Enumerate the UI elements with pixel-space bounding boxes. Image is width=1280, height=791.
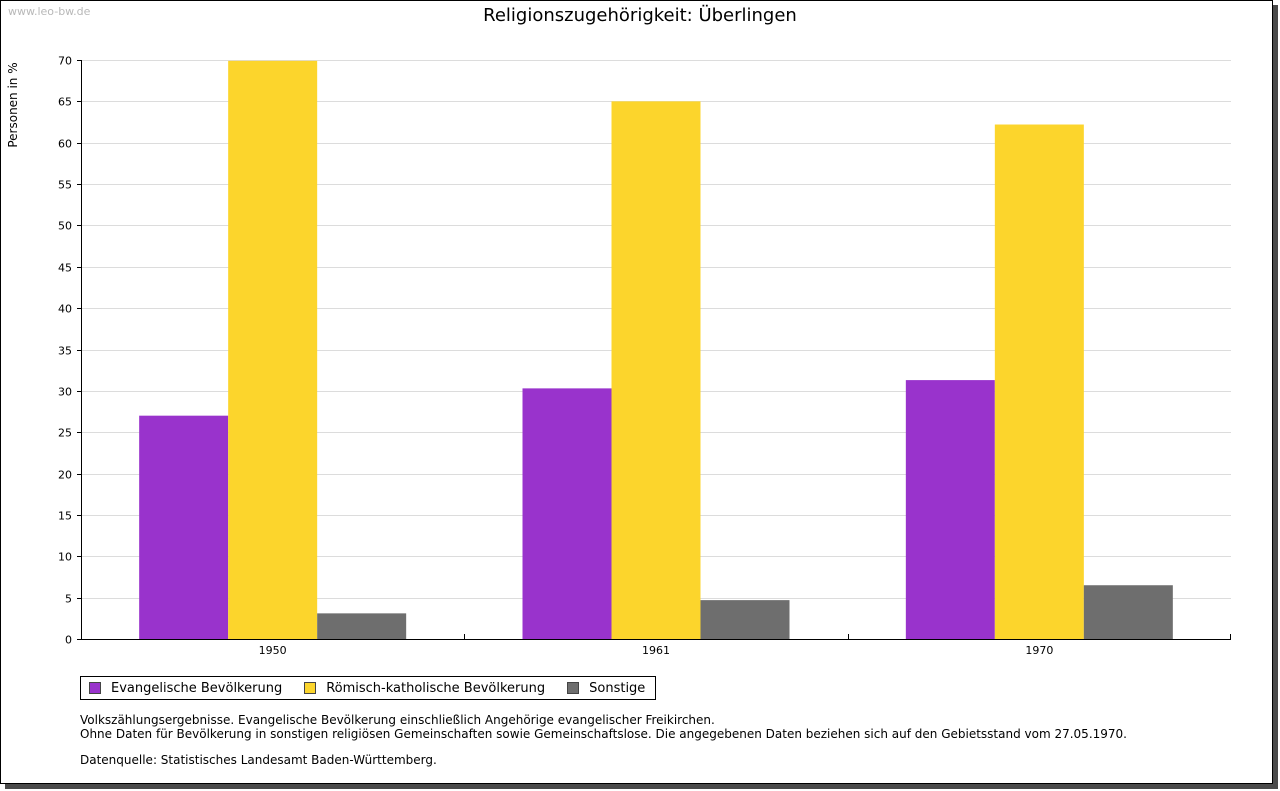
y-tick-label: 15 — [58, 510, 72, 523]
bar-chart: 0 5 10 15 20 25 30 35 40 45 50 55 60 65 70 1950 1961 197… — [58, 55, 1231, 657]
legend-item-evangelisch: Evangelische Bevölkerung — [89, 681, 282, 696]
y-tick-label: 20 — [58, 469, 72, 482]
y-tick-label: 45 — [58, 262, 72, 275]
y-tick-label: 10 — [58, 551, 72, 564]
legend-item-katholisch: Römisch-katholische Bevölkerung — [304, 681, 545, 696]
y-tick-label: 40 — [58, 303, 72, 316]
bar-sonstige-1961 — [700, 600, 790, 639]
x-tick-label: 1970 — [1025, 644, 1053, 657]
bar-katholisch-1961 — [611, 101, 701, 640]
y-tick-label: 5 — [65, 593, 72, 606]
footnote-line-2: Ohne Daten für Bevölkerung in sonstigen … — [80, 727, 1127, 741]
legend-label-katholisch: Römisch-katholische Bevölkerung — [326, 680, 546, 696]
x-tick-labels: 1950 1961 1970 — [259, 644, 1054, 657]
chart-title: Religionszugehörigkeit: Überlingen — [483, 5, 797, 26]
y-tick-label: 65 — [58, 96, 72, 109]
bar-sonstige-1970 — [1083, 585, 1173, 639]
bar-evangelisch-1961 — [522, 388, 612, 639]
bar-katholisch-1950 — [228, 60, 318, 639]
bar-evangelisch-1950 — [139, 415, 229, 639]
legend-swatch-sonstige — [567, 682, 580, 694]
y-tick-label: 0 — [65, 634, 72, 647]
footnotes: Volkszählungsergebnisse. Evangelische Be… — [80, 713, 1127, 767]
legend-label-evangelisch: Evangelische Bevölkerung — [111, 680, 283, 696]
watermark: www.leo-bw.de — [8, 5, 91, 18]
bars — [139, 60, 1173, 640]
legend-swatch-katholisch — [304, 682, 317, 694]
y-tick-label: 25 — [58, 427, 72, 440]
legend-swatch-evangelisch — [89, 682, 101, 694]
y-tick-label: 35 — [58, 345, 72, 358]
bar-sonstige-1950 — [317, 613, 407, 639]
x-tick-label: 1950 — [259, 644, 287, 657]
legend: Evangelische Bevölkerung Römisch-katholi… — [80, 676, 657, 700]
bar-katholisch-1970 — [994, 124, 1084, 639]
y-tick-label: 60 — [58, 138, 72, 151]
x-tick-label: 1961 — [642, 644, 670, 657]
y-tick-label: 30 — [58, 386, 72, 399]
y-tick-label: 70 — [58, 55, 72, 68]
bar-evangelisch-1970 — [905, 380, 995, 639]
footnote-line-1: Volkszählungsergebnisse. Evangelische Be… — [80, 713, 715, 727]
legend-item-sonstige: Sonstige — [567, 681, 645, 696]
y-tick-label: 55 — [58, 179, 72, 192]
legend-label-sonstige: Sonstige — [589, 680, 646, 696]
data-source: Datenquelle: Statistisches Landesamt Bad… — [80, 753, 437, 767]
axes — [77, 60, 1231, 640]
y-tick-labels: 0 5 10 15 20 25 30 35 40 45 50 55 60 65 70 — [58, 55, 72, 647]
y-tick-label: 50 — [58, 220, 72, 233]
